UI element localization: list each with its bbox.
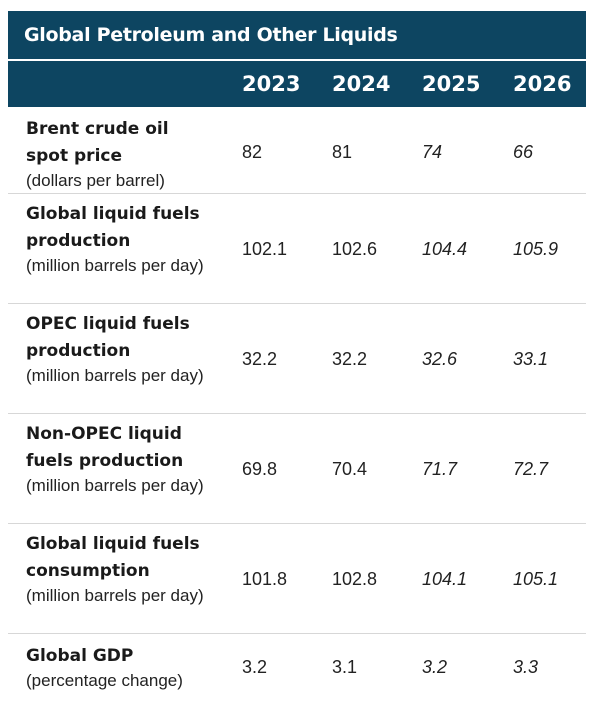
row-label: OPEC liquid fuels production [26, 314, 190, 361]
cell-value: 70.4 [332, 459, 368, 479]
year-header-row: 2023 2024 2025 2026 [8, 59, 586, 107]
cell-value-projected: 32.6 [422, 349, 458, 369]
row-unit: (million barrels per day) [26, 476, 204, 495]
table-row: OPEC liquid fuels production (million ba… [8, 303, 586, 414]
row-unit: (million barrels per day) [26, 586, 204, 605]
row-label: Global liquid fuels consumption [26, 534, 200, 581]
cell-value: 3.1 [332, 657, 358, 677]
year-header-2023: 2023 [242, 72, 301, 96]
cell-value-projected: 3.2 [422, 657, 448, 677]
cell-value-projected: 71.7 [422, 459, 458, 479]
year-header-2026: 2026 [513, 72, 572, 96]
table-row: Brent crude oil spot price (dollars per … [8, 107, 586, 194]
row-label: Non-OPEC liquid fuels production [26, 424, 184, 471]
cell-value: 81 [332, 142, 353, 162]
cell-value-projected: 66 [513, 142, 534, 162]
year-header-2024: 2024 [332, 72, 391, 96]
cell-value: 102.6 [332, 239, 378, 259]
row-label: Brent crude oil spot price [26, 119, 169, 166]
row-unit: (million barrels per day) [26, 366, 204, 385]
petroleum-table: Global Petroleum and Other Liquids 2023 … [8, 11, 586, 707]
table-row: Global liquid fuels production (million … [8, 193, 586, 304]
cell-value: 32.2 [242, 349, 278, 369]
table-row: Global liquid fuels consumption (million… [8, 523, 586, 634]
table-row: Non-OPEC liquid fuels production (millio… [8, 413, 586, 524]
cell-value-projected: 104.1 [422, 569, 468, 589]
row-label: Global GDP [26, 646, 134, 666]
cell-value-projected: 3.3 [513, 657, 539, 677]
cell-value: 102.8 [332, 569, 378, 589]
cell-value-projected: 104.4 [422, 239, 468, 259]
cell-value: 101.8 [242, 569, 288, 589]
cell-value-projected: 105.1 [513, 569, 559, 589]
cell-value-projected: 72.7 [513, 459, 549, 479]
cell-value: 102.1 [242, 239, 288, 259]
cell-value-projected: 74 [422, 142, 443, 162]
table-row: Global GDP (percentage change) 3.2 3.1 3… [8, 633, 586, 707]
row-unit: (percentage change) [26, 671, 183, 690]
cell-value-projected: 105.9 [513, 239, 559, 259]
row-label: Global liquid fuels production [26, 204, 200, 251]
cell-value: 3.2 [242, 657, 268, 677]
row-unit: (million barrels per day) [26, 256, 204, 275]
table-title: Global Petroleum and Other Liquids [8, 11, 586, 59]
cell-value: 69.8 [242, 459, 278, 479]
row-unit: (dollars per barrel) [26, 171, 165, 190]
year-header-2025: 2025 [422, 72, 481, 96]
cell-value: 82 [242, 142, 263, 162]
table-body: Brent crude oil spot price (dollars per … [8, 107, 586, 707]
cell-value-projected: 33.1 [513, 349, 549, 369]
cell-value: 32.2 [332, 349, 368, 369]
